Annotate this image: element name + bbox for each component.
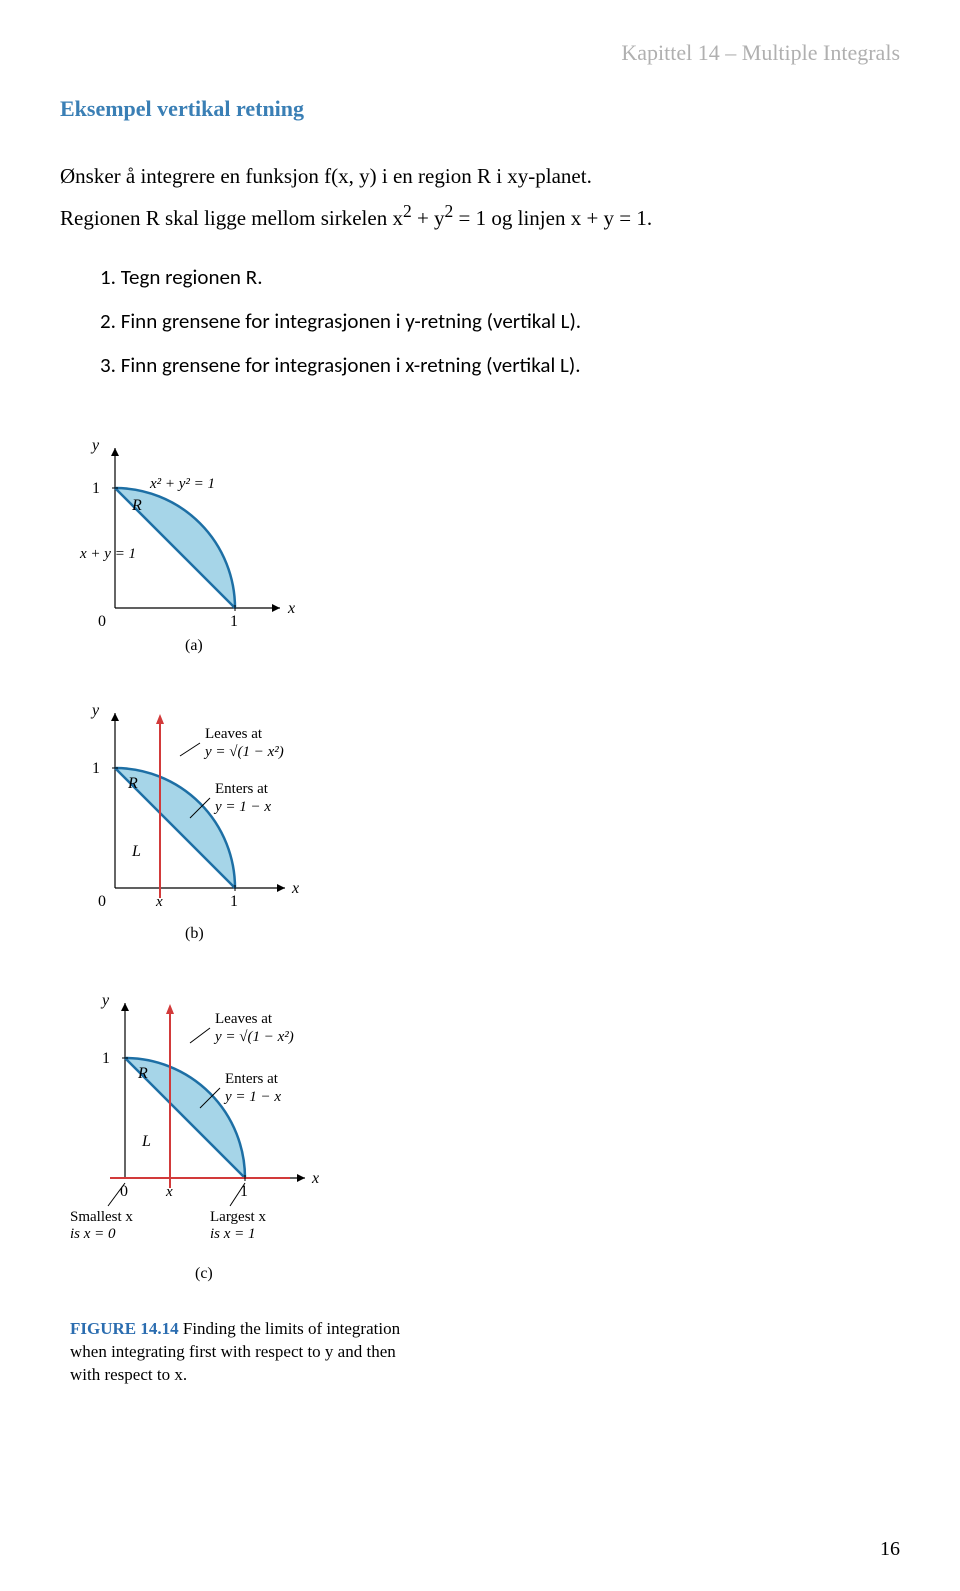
- fc-largest-val: is x = 1: [210, 1226, 256, 1242]
- fb-ylabel: y: [90, 702, 100, 719]
- section-title: Eksempel vertikal retning: [60, 96, 900, 122]
- fa-tick-x1: 1: [230, 613, 238, 630]
- figure-stack: 1 0 1 x y x² + y² = 1 x + y = 1 R (a): [70, 428, 900, 1387]
- fc-leaves-eq: y = √(1 − x²): [213, 1029, 294, 1045]
- step-3: 3. Finn grensene for integrasjonen i x-r…: [100, 352, 900, 378]
- fc-tick-x1: 1: [240, 1183, 248, 1200]
- figure-b-svg: 1 0 1 x x y R L Leaves at y = √(1 − x²) …: [70, 688, 410, 948]
- figure-a: 1 0 1 x y x² + y² = 1 x + y = 1 R (a): [70, 428, 900, 658]
- body-line-2c: = 1 og linjen x + y = 1.: [453, 206, 652, 230]
- body-line-2: Regionen R skal ligge mellom sirkelen x2…: [60, 199, 900, 233]
- fa-label: (a): [185, 637, 203, 654]
- fb-tick-y1: 1: [92, 760, 100, 777]
- sup-2a: 2: [403, 201, 412, 221]
- figure-a-svg: 1 0 1 x y x² + y² = 1 x + y = 1 R (a): [70, 428, 330, 658]
- page-container: Kapittel 14 – Multiple Integrals Eksempe…: [0, 0, 960, 1591]
- fc-tick-0: 0: [120, 1183, 128, 1200]
- fc-ylabel: y: [100, 992, 110, 1009]
- fb-enters: Enters at: [215, 781, 269, 797]
- fb-tick-0: 0: [98, 893, 106, 910]
- step-1: 1. Tegn regionen R.: [100, 264, 900, 290]
- fc-largest: Largest x: [210, 1209, 266, 1225]
- fa-R: R: [131, 497, 142, 514]
- fc-enters-eq: y = 1 − x: [223, 1089, 281, 1105]
- chapter-header: Kapittel 14 – Multiple Integrals: [60, 40, 900, 66]
- body-line-1: Ønsker å integrere en funksjon f(x, y) i…: [60, 162, 900, 191]
- fb-xlabel: x: [291, 880, 299, 897]
- step-2: 2. Finn grensene for integrasjonen i y-r…: [100, 308, 900, 334]
- page-number: 16: [880, 1538, 900, 1561]
- fc-tick-y1: 1: [102, 1050, 110, 1067]
- fb-enters-eq: y = 1 − x: [213, 799, 271, 815]
- fa-tick-0: 0: [98, 613, 106, 630]
- fb-leaves-eq: y = √(1 − x²): [203, 744, 284, 760]
- fa-tick-y1: 1: [92, 480, 100, 497]
- fb-R: R: [127, 775, 138, 792]
- step-list: 1. Tegn regionen R. 2. Finn grensene for…: [100, 264, 900, 378]
- fb-tick-x: x: [155, 894, 163, 910]
- fc-label: (c): [195, 1265, 213, 1282]
- fc-enters: Enters at: [225, 1071, 279, 1087]
- figure-number: FIGURE 14.14: [70, 1319, 179, 1338]
- fc-R: R: [137, 1065, 148, 1082]
- fc-leaves: Leaves at: [215, 1011, 273, 1027]
- fa-xlabel: x: [287, 600, 295, 617]
- figure-b: 1 0 1 x x y R L Leaves at y = √(1 − x²) …: [70, 688, 900, 948]
- sup-2b: 2: [445, 201, 454, 221]
- fb-label: (b): [185, 925, 204, 942]
- fc-xlabel: x: [311, 1170, 319, 1187]
- fb-leaves: Leaves at: [205, 726, 263, 742]
- body-line-2a: Regionen R skal ligge mellom sirkelen x: [60, 206, 403, 230]
- body-line-2b: + y: [412, 206, 445, 230]
- fc-smallest: Smallest x: [70, 1209, 133, 1225]
- fa-eq-line: x + y = 1: [79, 546, 136, 562]
- fa-ylabel: y: [90, 437, 100, 454]
- fa-eq-circle: x² + y² = 1: [149, 476, 215, 492]
- figure-caption: FIGURE 14.14 Finding the limits of integ…: [70, 1318, 410, 1387]
- fc-L: L: [141, 1133, 151, 1150]
- fc-smallest-val: is x = 0: [70, 1226, 116, 1242]
- fc-tick-x: x: [165, 1184, 173, 1200]
- figure-c-svg: 1 0 1 x x y R L Leaves at y = √(1 − x²) …: [70, 978, 430, 1288]
- figure-c: 1 0 1 x x y R L Leaves at y = √(1 − x²) …: [70, 978, 900, 1288]
- fb-tick-x1: 1: [230, 893, 238, 910]
- fb-L: L: [131, 843, 141, 860]
